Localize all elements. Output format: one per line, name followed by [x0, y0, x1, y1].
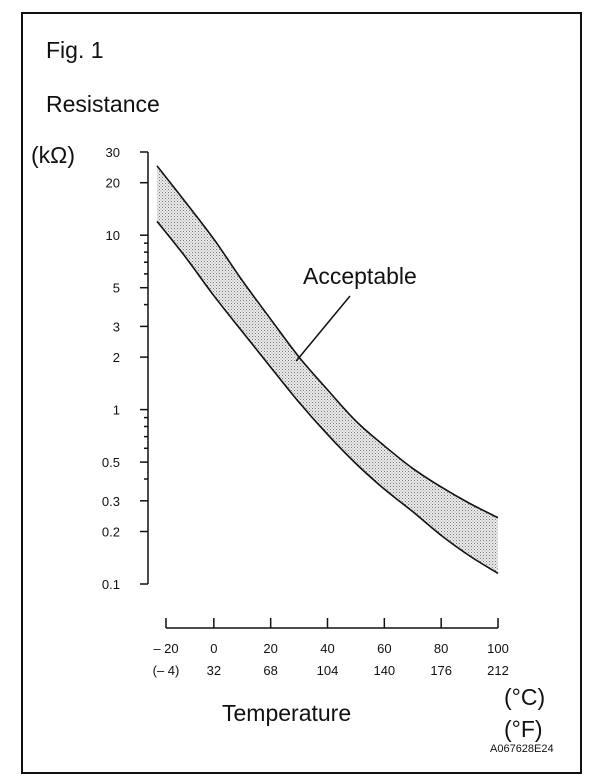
x-tick-label-fahrenheit: 32: [207, 663, 221, 678]
upper-limit-curve: [156, 165, 499, 519]
y-tick-label: 2: [113, 350, 120, 365]
y-axis-title: Resistance: [46, 91, 160, 117]
y-tick-label: 5: [113, 281, 120, 296]
x-tick-label-celsius: 60: [377, 641, 391, 656]
x-tick-label-fahrenheit: 68: [263, 663, 277, 678]
x-tick-label-fahrenheit: 176: [430, 663, 452, 678]
y-tick-label: 0.1: [102, 577, 120, 592]
acceptable-band: [157, 165, 498, 574]
x-tick-label-celsius: – 20: [153, 641, 178, 656]
figure-code: A067628E24: [490, 743, 554, 755]
y-tick-label: 20: [106, 176, 120, 191]
y-tick-label: 3: [113, 319, 120, 334]
x-tick-label-fahrenheit: 140: [373, 663, 395, 678]
y-axis-ticks: 30 20 10 5 3 2 1 0.5 0.3 0.2 0.1: [102, 145, 148, 592]
x-tick-label-celsius: 100: [487, 641, 509, 656]
acceptable-band-layer: [157, 165, 498, 574]
lower-limit-curve: [156, 220, 499, 575]
x-tick-label-fahrenheit: (– 4): [153, 663, 180, 678]
figure-frame: [21, 12, 582, 774]
x-axis-unit-celsius: (°C): [504, 684, 545, 710]
x-tick-label-celsius: 80: [434, 641, 448, 656]
x-axis-ticks: – 20 (– 4) 0 32 20 68 40 104 60 140 80 176 100 212: [153, 618, 509, 678]
annotation-leader-line: [295, 295, 351, 362]
y-tick-label: 30: [106, 145, 120, 160]
x-axis-unit-fahrenheit: (°F): [504, 716, 543, 742]
x-axis-title: Temperature: [222, 700, 351, 726]
figure-label: Fig. 1: [46, 37, 104, 63]
x-tick-label-celsius: 0: [210, 641, 217, 656]
x-tick-label-celsius: 40: [320, 641, 334, 656]
y-tick-label: 0.5: [102, 455, 120, 470]
y-tick-label: 0.2: [102, 525, 120, 540]
acceptable-annotation: Acceptable: [303, 263, 417, 289]
curve-layer: [156, 165, 499, 575]
x-tick-label-fahrenheit: 212: [487, 663, 509, 678]
y-axis-unit: (kΩ): [31, 142, 75, 168]
y-tick-label: 0.3: [102, 494, 120, 509]
y-tick-label: 10: [106, 228, 120, 243]
y-tick-label: 1: [113, 403, 120, 418]
x-tick-label-celsius: 20: [263, 641, 277, 656]
x-tick-label-fahrenheit: 104: [317, 663, 339, 678]
